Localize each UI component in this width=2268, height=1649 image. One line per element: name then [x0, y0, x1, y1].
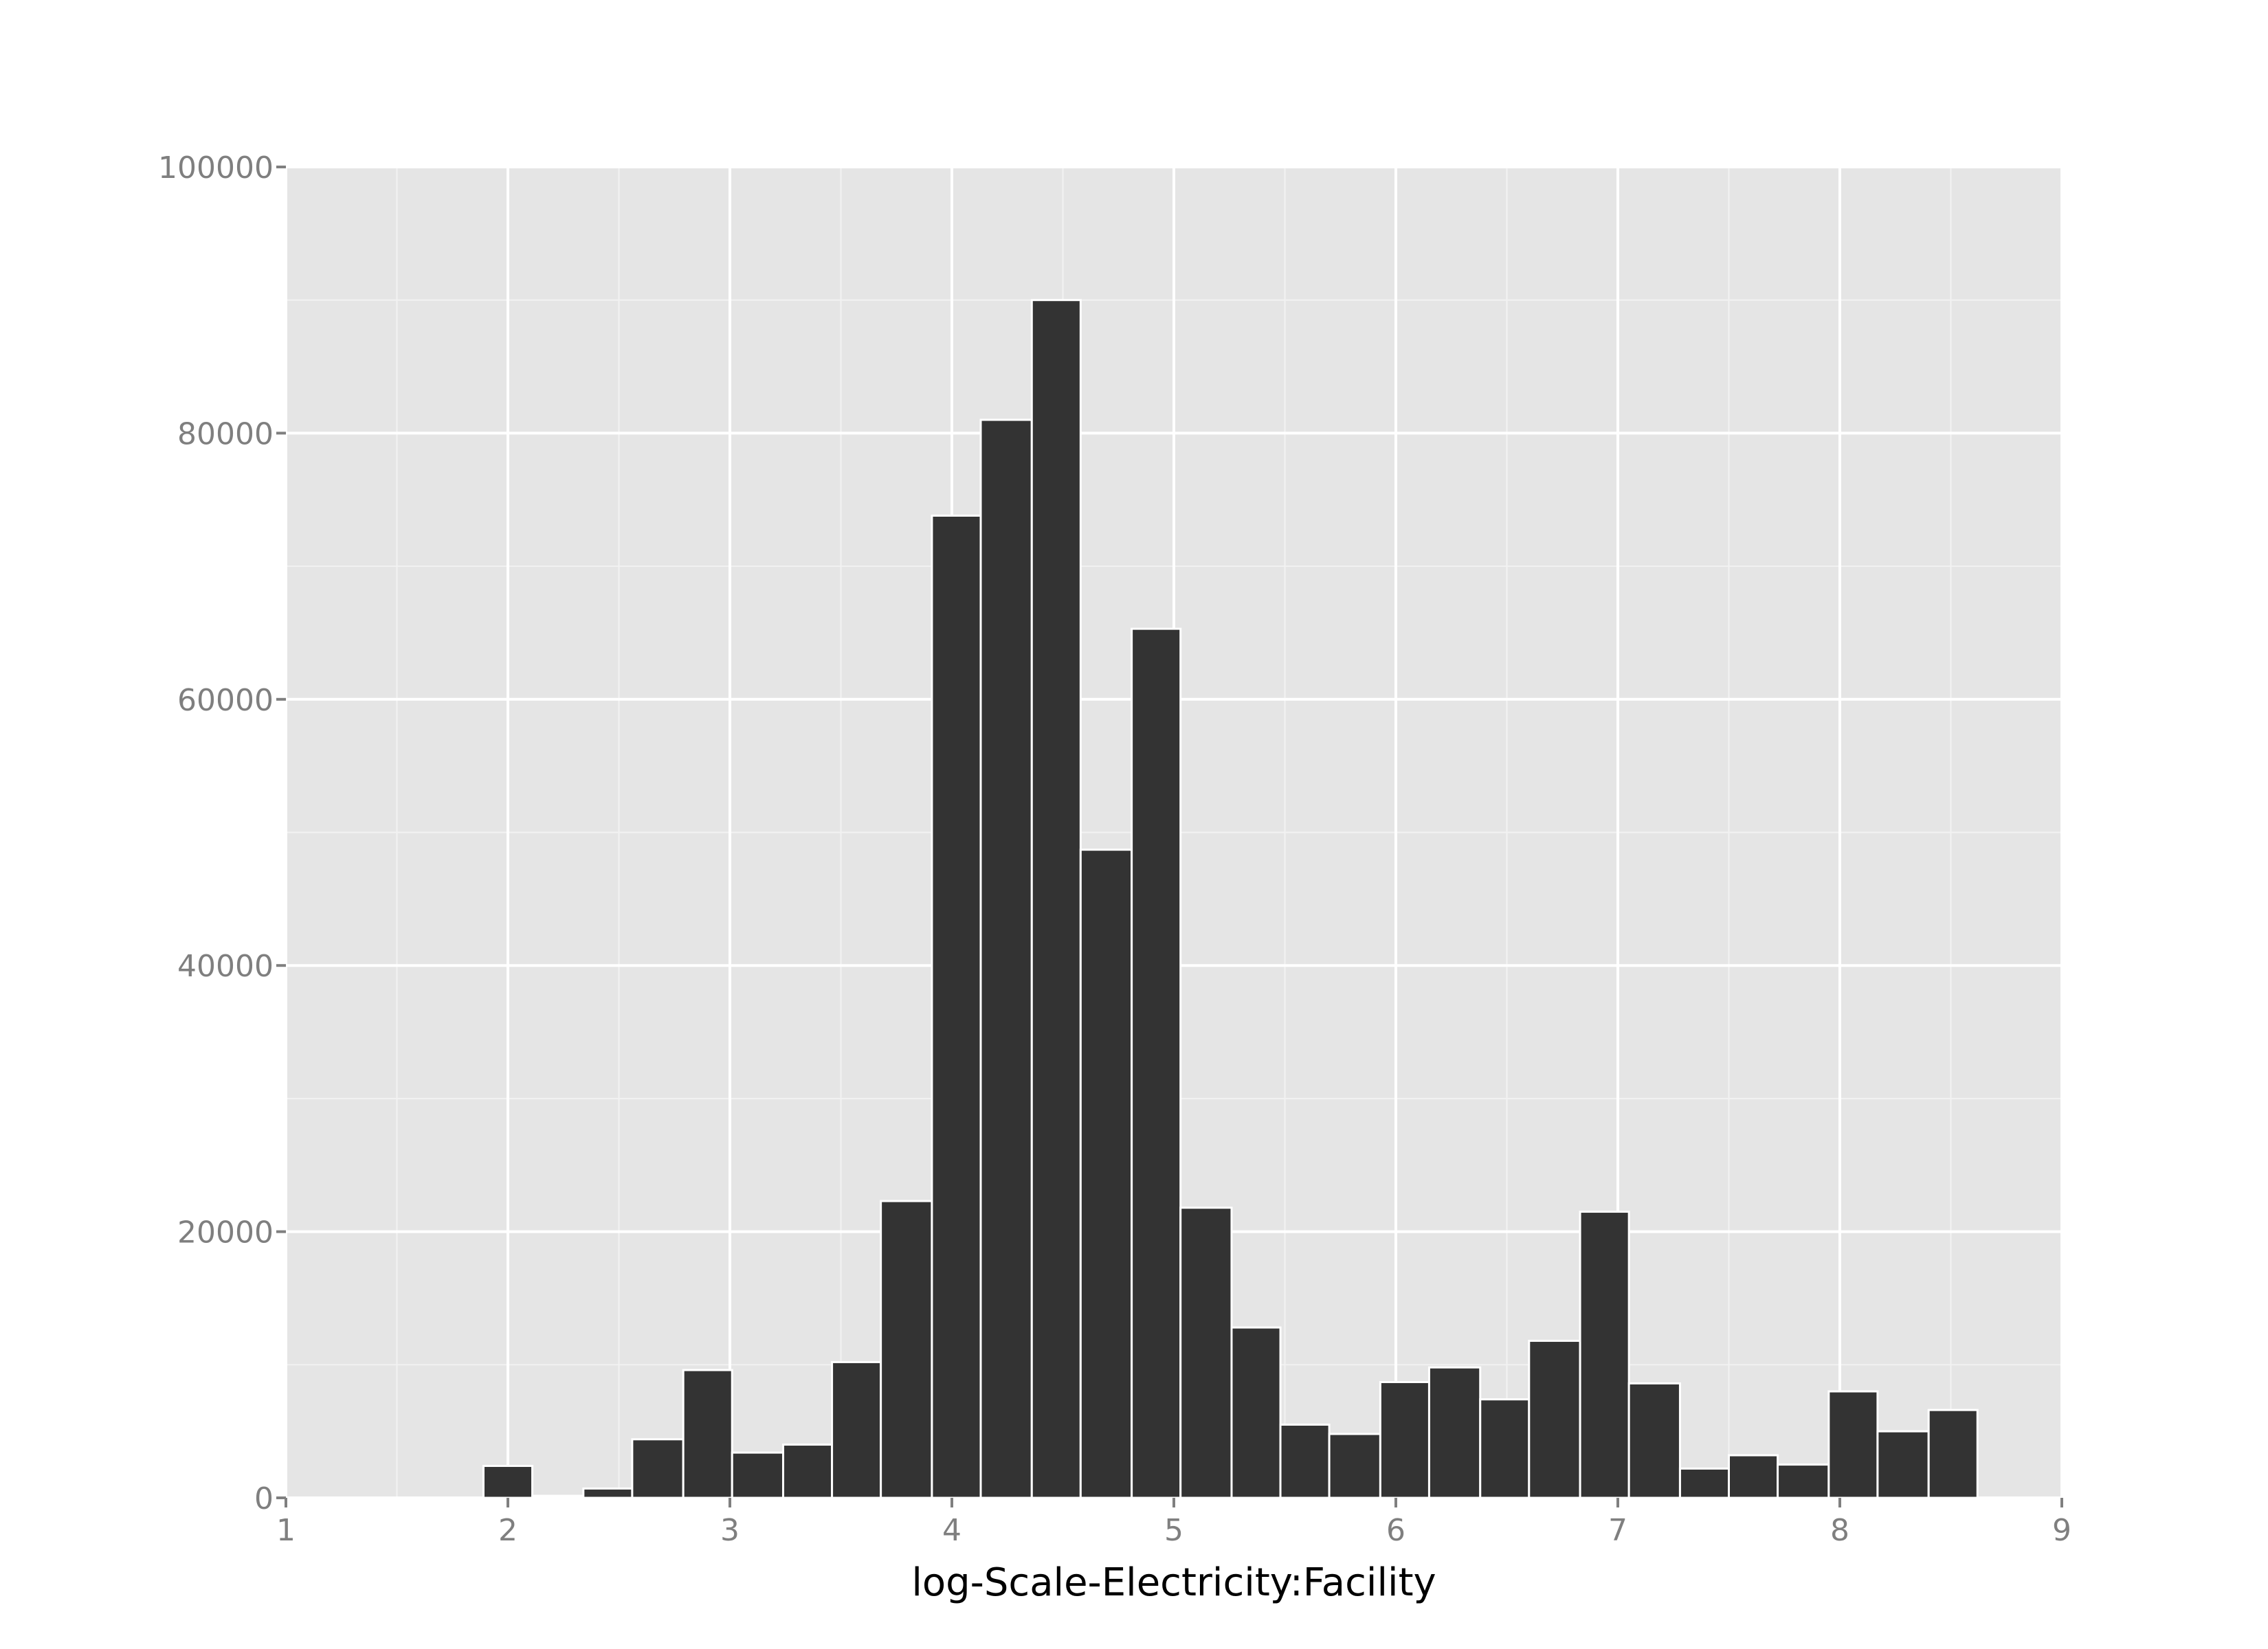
x-tick-label: 3: [720, 1513, 740, 1548]
histogram-bar: [782, 1444, 834, 1499]
histogram-bar: [1379, 1380, 1430, 1499]
histogram-bar: [1131, 627, 1182, 1499]
histogram-bar: [1579, 1211, 1630, 1499]
histogram-bar: [1427, 1366, 1482, 1499]
x-axis-title: log-Scale-Electricity:Facility: [911, 1560, 1436, 1605]
x-tick-label: 7: [1608, 1513, 1627, 1548]
histogram-bar: [582, 1487, 634, 1499]
histogram-bar: [931, 514, 982, 1499]
histogram-bar: [1528, 1339, 1581, 1499]
y-axis: 0 20000 40000 60000 80000 100000: [158, 150, 286, 1516]
histogram-bar: [1728, 1454, 1779, 1499]
x-tick-label: 8: [1830, 1513, 1849, 1548]
histogram-bars: [482, 299, 1979, 1499]
histogram-bar: [531, 1494, 585, 1499]
histogram-bar: [1279, 1423, 1331, 1499]
histogram-bar: [482, 1465, 534, 1499]
histogram-bar: [1479, 1398, 1531, 1499]
histogram-bar: [1328, 1433, 1381, 1499]
histogram-bar: [682, 1369, 733, 1499]
x-tick-label: 4: [942, 1513, 961, 1548]
histogram-bar: [979, 418, 1033, 1499]
histogram-bar: [1678, 1467, 1730, 1499]
histogram-bar: [1827, 1390, 1879, 1499]
y-tick-label: 80000: [177, 416, 274, 451]
x-tick-label: 6: [1386, 1513, 1405, 1548]
y-tick-label: 60000: [177, 683, 274, 718]
histogram-bar: [1777, 1463, 1830, 1499]
histogram-bar: [1876, 1430, 1930, 1499]
x-tick-label: 5: [1164, 1513, 1183, 1548]
histogram-bar: [631, 1438, 685, 1499]
y-tick-label: 0: [254, 1481, 274, 1516]
x-tick-label: 2: [498, 1513, 518, 1548]
histogram-bar: [1230, 1326, 1282, 1499]
histogram-bar: [1030, 299, 1082, 1499]
y-tick-label: 40000: [177, 949, 274, 984]
x-tick-label: 9: [2052, 1513, 2071, 1548]
x-axis: 1 2 3 4 5 6 7 8 9: [276, 1498, 2071, 1548]
histogram-bar: [880, 1200, 933, 1499]
histogram-bar: [831, 1360, 882, 1499]
x-tick-label: 1: [276, 1513, 296, 1548]
y-tick-label: 100000: [158, 150, 274, 186]
histogram-bar: [731, 1451, 785, 1499]
histogram-bar: [1927, 1409, 1979, 1499]
histogram-bar: [1179, 1207, 1233, 1499]
histogram-bar: [1627, 1382, 1681, 1499]
histogram-bar: [1079, 849, 1133, 1499]
y-tick-label: 20000: [177, 1215, 274, 1250]
